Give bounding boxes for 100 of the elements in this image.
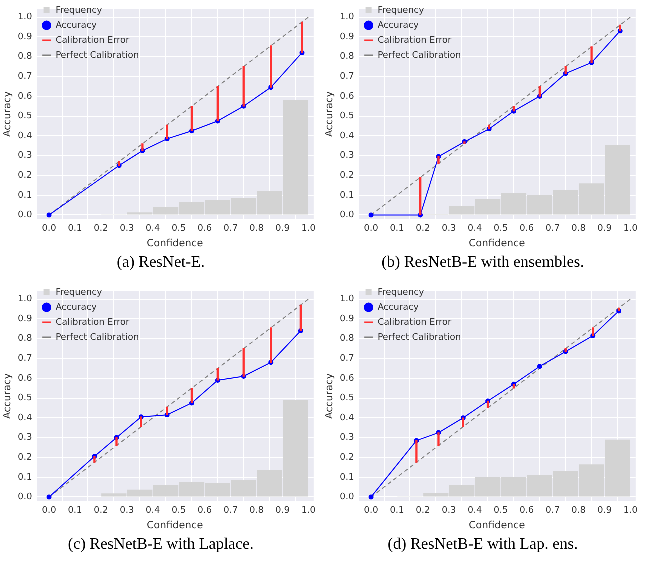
- text: (a) ResNet-E.: [116, 254, 206, 272]
- bar: [462, 418, 464, 428]
- y-tick-label: 0.8: [340, 334, 355, 344]
- y-tick-label: 0.1: [18, 472, 32, 483]
- x-tick-label: 0.2: [416, 506, 430, 516]
- bar: [438, 432, 440, 446]
- y-tick-label: 0.8: [18, 52, 33, 62]
- bar: [94, 456, 96, 463]
- x-tick-label: 0.5: [172, 506, 186, 516]
- x-tick-label: 0.0: [42, 506, 57, 516]
- bar: [512, 384, 516, 389]
- point: [46, 494, 52, 500]
- y-tick-label: 0.2: [18, 171, 32, 181]
- y-tick-label: 0.7: [340, 72, 354, 82]
- bar: [592, 328, 594, 336]
- bar: [116, 438, 118, 446]
- legend-label: Accuracy: [378, 20, 420, 31]
- x-tick-label: 0.4: [468, 506, 482, 516]
- x-tick-label: 0.1: [390, 506, 404, 516]
- y-tick-label: 0.0: [340, 492, 355, 503]
- y-tick-label: 0.1: [340, 190, 354, 201]
- legend-label: Calibration Error: [378, 36, 452, 46]
- y-tick-label: 0.0: [18, 210, 33, 221]
- bar: [190, 388, 194, 404]
- y-tick-label: 0.0: [340, 210, 355, 221]
- x-tick-label: 0.0: [364, 506, 379, 516]
- legend-label: Calibration Error: [56, 36, 130, 46]
- x-tick-label: 0.2: [416, 224, 430, 234]
- y-axis-title: Accuracy: [324, 91, 336, 138]
- y-tick-label: 0.8: [18, 334, 33, 344]
- legend-label: Perfect Calibration: [378, 50, 462, 61]
- x-axis-title: Confidence: [469, 238, 526, 250]
- y-tick-label: 0.4: [340, 413, 355, 424]
- x-tick-label: 0.9: [598, 224, 612, 234]
- x-tick-label: 1.0: [302, 506, 316, 516]
- point: [368, 494, 374, 500]
- text: (c) ResNetB-E with Laplace.: [67, 536, 255, 554]
- text: (b) ResNetB-E with ensembles.: [380, 254, 586, 272]
- legend-label: Perfect Calibration: [56, 50, 140, 61]
- legend-label: Accuracy: [378, 302, 420, 313]
- bar: [564, 66, 567, 74]
- legend-label: Accuracy: [56, 302, 98, 313]
- legend-label: Perfect Calibration: [56, 332, 140, 343]
- x-tick-label: 0.6: [198, 224, 212, 234]
- y-tick-label: 0.7: [18, 72, 32, 82]
- y-tick-label: 0.9: [18, 314, 33, 324]
- bar: [438, 156, 440, 164]
- x-tick-label: 0.1: [68, 224, 82, 234]
- x-axis-title: Confidence: [469, 520, 526, 532]
- legend-label: Accuracy: [56, 20, 98, 31]
- bar: [216, 86, 220, 122]
- bar: [270, 328, 272, 363]
- y-tick-label: 0.1: [340, 472, 354, 483]
- x-tick-label: 0.1: [68, 506, 82, 516]
- legend-label: Calibration Error: [56, 318, 130, 328]
- y-tick-label: 0.5: [18, 394, 32, 404]
- bar: [488, 124, 490, 130]
- bar: [538, 86, 542, 97]
- y-tick-label: 0.6: [340, 374, 355, 384]
- bar: [140, 416, 142, 428]
- y-tick-label: 0.2: [340, 453, 354, 463]
- y-tick-label: 0.6: [18, 92, 33, 102]
- y-tick-label: 0.4: [340, 131, 355, 142]
- x-tick-label: 0.7: [546, 224, 560, 234]
- x-tick-label: 0.4: [146, 506, 160, 516]
- point: [46, 212, 52, 218]
- x-axis-title: Confidence: [147, 238, 204, 250]
- x-tick-label: 0.9: [598, 506, 612, 516]
- x-tick-label: 0.6: [520, 506, 534, 516]
- y-tick-label: 1.0: [340, 294, 355, 305]
- bar: [166, 406, 168, 416]
- bar: [590, 46, 593, 64]
- x-tick-label: 0.3: [442, 506, 456, 516]
- y-tick-label: 0.3: [340, 433, 354, 444]
- y-tick-label: 0.7: [18, 354, 32, 364]
- legend-label: Frequency: [56, 288, 103, 298]
- bar: [142, 144, 144, 152]
- bar: [242, 66, 245, 107]
- y-tick-label: 0.0: [18, 492, 33, 503]
- x-tick-label: 0.7: [546, 506, 560, 516]
- x-axis-title: Confidence: [147, 520, 204, 532]
- x-tick-label: 0.9: [276, 506, 290, 516]
- legend-label: Frequency: [378, 288, 425, 298]
- bar: [486, 400, 490, 409]
- x-tick-label: 0.3: [120, 224, 134, 234]
- y-tick-label: 0.5: [340, 394, 354, 404]
- bar: [420, 177, 422, 216]
- y-tick-label: 0.6: [18, 374, 33, 384]
- x-tick-label: 1.0: [302, 224, 316, 234]
- y-tick-label: 1.0: [18, 12, 33, 23]
- bar: [166, 124, 168, 140]
- y-tick-label: 0.2: [340, 171, 354, 181]
- x-tick-label: 0.9: [276, 224, 290, 234]
- x-tick-label: 1.0: [624, 506, 638, 516]
- y-tick-label: 0.6: [340, 92, 355, 102]
- y-tick-label: 0.3: [18, 433, 32, 444]
- y-tick-label: 0.3: [340, 151, 354, 162]
- bar: [619, 24, 622, 32]
- legend-label: Calibration Error: [378, 318, 452, 328]
- bar: [300, 304, 302, 332]
